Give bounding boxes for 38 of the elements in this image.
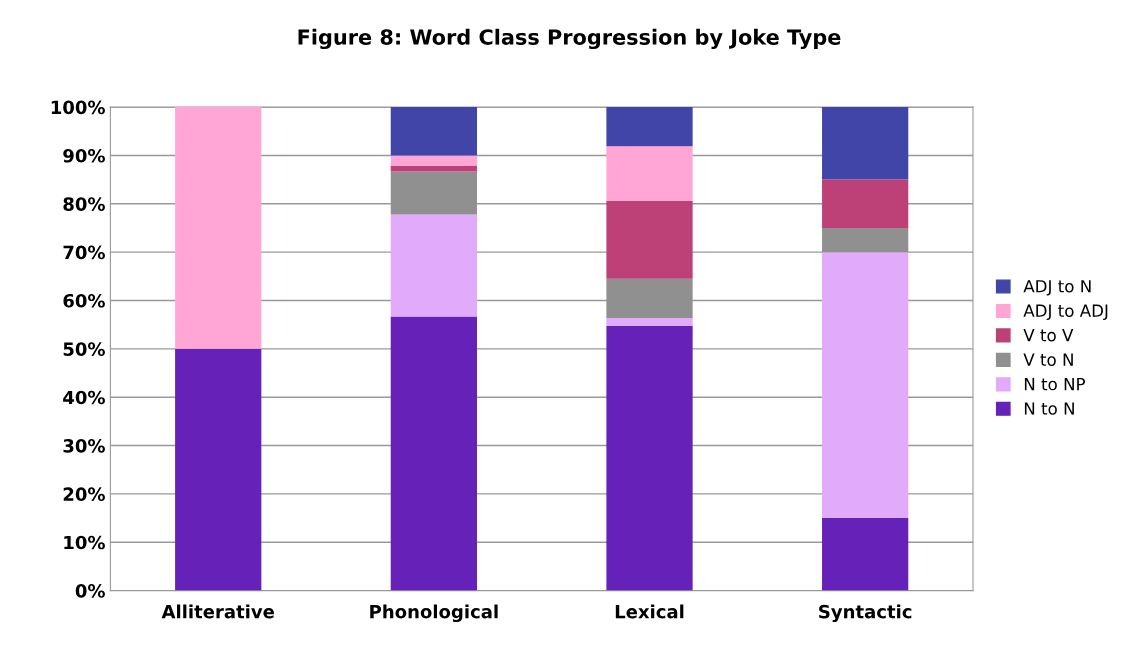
legend-label: ADJ to N xyxy=(1023,280,1091,296)
bar xyxy=(390,214,477,317)
y-tick-label: 80% xyxy=(63,197,105,211)
x-tick-label: Lexical xyxy=(615,604,684,619)
y-tick-label: 60% xyxy=(63,293,105,308)
legend-label: ADJ to ADJ xyxy=(1023,304,1108,321)
bar xyxy=(390,107,477,156)
bar xyxy=(606,325,693,591)
bar xyxy=(606,200,693,279)
y-tick-label: 100% xyxy=(51,100,105,115)
bar xyxy=(822,252,909,519)
y-tick-label: 10% xyxy=(64,535,105,550)
x-tick-label: Alliterative xyxy=(161,604,275,619)
x-tick-label: Syntactic xyxy=(819,604,912,623)
y-tick-label: 40% xyxy=(63,390,105,405)
y-tick-label: 0% xyxy=(75,584,105,598)
bar xyxy=(390,316,477,591)
legend-label: N to N xyxy=(1024,402,1074,415)
y-tick-label: 50% xyxy=(63,342,105,356)
bar xyxy=(390,155,477,167)
bar xyxy=(390,166,477,172)
bar xyxy=(175,348,262,591)
y-tick-label: 90% xyxy=(63,148,105,163)
legend-label: N to NP xyxy=(1024,377,1086,391)
bar xyxy=(606,317,693,326)
bar xyxy=(606,107,693,147)
chart-title: Figure 8: Word Class Progression by Joke Type xyxy=(298,28,841,50)
bar xyxy=(822,179,909,228)
bar xyxy=(175,107,262,349)
legend-label: V to V xyxy=(1023,329,1074,342)
y-tick-label: 70% xyxy=(63,245,105,260)
y-tick-label: 20% xyxy=(63,487,105,502)
y-tick-label: 30% xyxy=(63,439,105,453)
legend-label: V to N xyxy=(1023,353,1073,366)
bar xyxy=(822,107,909,180)
x-tick-label: Phonological xyxy=(370,604,498,623)
bar xyxy=(606,146,693,201)
bar xyxy=(822,518,909,591)
